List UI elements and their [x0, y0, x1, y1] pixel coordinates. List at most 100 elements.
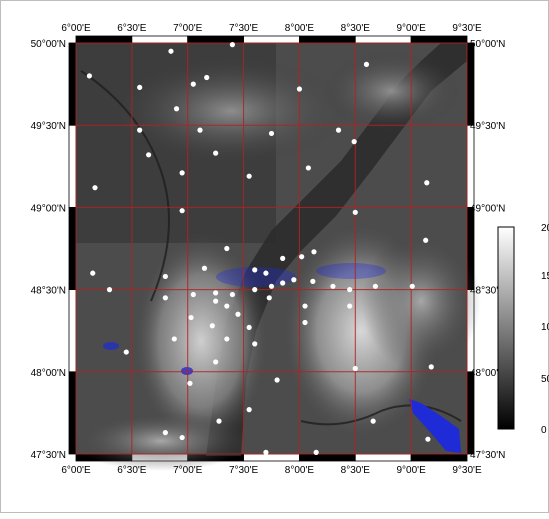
frame-bar-top	[410, 35, 468, 44]
lat-label-right: 48°30'N	[470, 286, 505, 297]
station-marker	[274, 377, 280, 383]
station-marker	[213, 290, 219, 296]
frame-bar-top	[354, 35, 412, 44]
lat-label-left: 50°00'N	[31, 39, 66, 50]
station-marker	[330, 283, 336, 289]
elevation-colorbar: 2000 1500 1000 500 0	[497, 223, 549, 436]
station-marker	[171, 336, 177, 342]
station-marker	[263, 270, 269, 276]
station-marker	[86, 73, 93, 79]
station-marker	[92, 185, 98, 191]
station-marker	[268, 283, 275, 289]
colorbar-tick-0: 0	[541, 425, 547, 436]
station-marker	[246, 324, 252, 331]
station-marker	[179, 208, 185, 214]
graticule	[75, 42, 468, 455]
lon-label-bottom: 9°00'E	[397, 465, 427, 476]
lat-label-right: 47°30'N	[470, 450, 505, 461]
station-marker	[213, 150, 219, 156]
lon-label-bottom: 7°00'E	[173, 465, 203, 476]
frame-bar-right	[466, 124, 475, 208]
lat-label-right: 48°00'N	[470, 368, 505, 379]
station-marker	[363, 61, 370, 67]
lon-label-bottom: 8°00'E	[285, 465, 315, 476]
station-marker	[224, 336, 230, 342]
station-marker	[302, 303, 308, 309]
station-marker	[224, 245, 230, 252]
station-marker	[266, 295, 272, 301]
station-marker	[425, 436, 431, 442]
lon-labels-top: 6°00'E 6°30'E 7°00'E 7°30'E 8°00'E 8°30'E 9°00…	[61, 23, 482, 34]
station-marker	[313, 449, 319, 455]
station-marker	[190, 291, 196, 298]
stations	[86, 42, 434, 455]
lat-labels-right: 50°00'N 49°30'N 49°00'N 48°30'N 48°00'N 47°30…	[470, 39, 505, 461]
frame-bar-top	[75, 35, 133, 44]
lon-label-top: 6°30'E	[117, 23, 147, 34]
station-marker	[179, 434, 185, 441]
station-marker	[209, 323, 215, 329]
station-marker	[188, 314, 194, 321]
station-marker	[201, 265, 208, 271]
station-marker	[229, 291, 235, 298]
station-marker	[291, 277, 297, 283]
station-marker	[268, 130, 275, 137]
station-marker	[213, 359, 219, 365]
station-marker	[280, 255, 286, 261]
lat-label-left: 49°00'N	[31, 203, 66, 214]
lon-label-top: 9°00'E	[397, 23, 427, 34]
station-marker	[299, 254, 305, 260]
station-marker	[351, 139, 357, 145]
station-marker	[280, 280, 286, 286]
station-marker	[179, 170, 185, 176]
colorbar-tick-1500: 1500	[541, 271, 549, 282]
station-marker	[197, 127, 203, 133]
lat-label-right: 50°00'N	[470, 39, 505, 50]
water-bodies	[103, 263, 461, 453]
colorbar-tick-2000: 2000	[541, 223, 549, 234]
station-marker	[162, 273, 168, 280]
station-marker	[335, 127, 342, 133]
station-marker	[173, 106, 180, 112]
frame-bar-bottom	[243, 453, 300, 462]
lon-label-bottom: 7°30'E	[229, 465, 259, 476]
station-marker	[90, 270, 96, 276]
station-marker	[168, 48, 174, 54]
water-area	[316, 263, 386, 279]
station-marker	[246, 173, 252, 179]
lon-label-bottom: 6°00'E	[61, 465, 91, 476]
station-marker	[213, 298, 219, 304]
water-area	[216, 267, 296, 287]
frame-bar-right	[466, 42, 475, 126]
lat-label-right: 49°00'N	[470, 203, 505, 214]
station-marker	[235, 311, 241, 317]
frame-bar-top	[131, 35, 189, 44]
station-marker	[190, 81, 196, 87]
station-marker	[424, 180, 430, 186]
station-marker	[310, 278, 316, 284]
station-marker	[123, 349, 129, 355]
lon-label-top: 8°30'E	[341, 23, 371, 34]
station-marker	[216, 418, 222, 424]
station-marker	[423, 237, 429, 243]
station-marker	[229, 42, 235, 48]
frame-bar-right	[466, 371, 475, 455]
frame-bar-left	[68, 289, 77, 373]
colorbar-tick-500: 500	[541, 374, 549, 385]
lat-label-left: 47°30'N	[31, 450, 66, 461]
station-marker	[246, 407, 252, 413]
lon-label-top: 9°30'E	[452, 23, 482, 34]
station-marker	[370, 418, 376, 424]
frame-bar-bottom	[410, 453, 468, 462]
frame-bar-bottom	[299, 453, 356, 462]
station-marker	[305, 165, 311, 171]
station-marker	[162, 430, 168, 436]
station-marker	[204, 74, 210, 81]
lat-labels-left: 50°00'N 49°30'N 49°00'N 48°30'N 48°00'N 47°30…	[31, 39, 66, 461]
reservoir	[181, 367, 193, 375]
station-marker	[137, 84, 143, 90]
station-marker	[347, 303, 353, 309]
station-marker	[252, 341, 258, 347]
station-marker	[252, 267, 258, 273]
